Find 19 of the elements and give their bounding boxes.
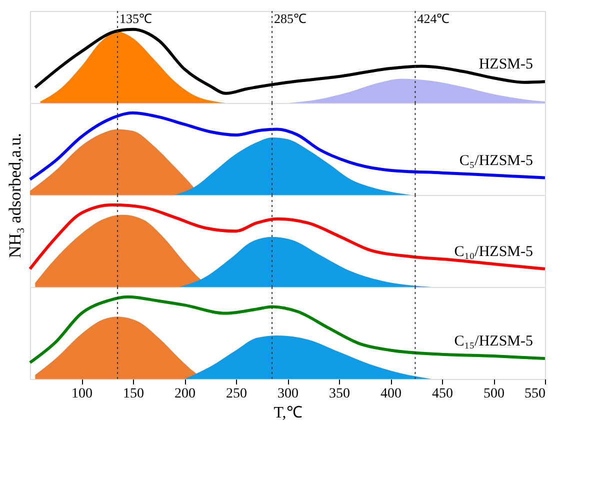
x-tick-label: 150 <box>123 386 144 402</box>
y-axis-title: NH₃ adsorbed,a.u. <box>6 133 24 258</box>
x-tick-label: 250 <box>226 386 247 402</box>
series-label: C₅/HZSM-5 <box>459 152 533 169</box>
x-tick-label: 100 <box>72 386 92 402</box>
x-tick-label: 350 <box>329 386 350 402</box>
series-label: C₁₀/HZSM-5 <box>454 244 533 260</box>
x-tick-label: 300 <box>278 386 298 402</box>
x-tick-label: 550 <box>524 386 546 402</box>
x-tick-label: 450 <box>432 386 453 402</box>
x-tick-label: 500 <box>484 386 504 402</box>
x-tick-label: 200 <box>174 386 196 402</box>
series-label: HZSM-5 <box>478 56 533 73</box>
ref-line-label: 135℃ <box>120 11 152 26</box>
ref-line-label: 424℃ <box>417 11 450 26</box>
x-axis-title: T,℃ <box>274 404 302 422</box>
series-label: C₁₅/HZSM-5 <box>454 333 533 350</box>
x-tick-label: 400 <box>380 386 402 402</box>
ref-line-label: 285℃ <box>274 11 307 26</box>
